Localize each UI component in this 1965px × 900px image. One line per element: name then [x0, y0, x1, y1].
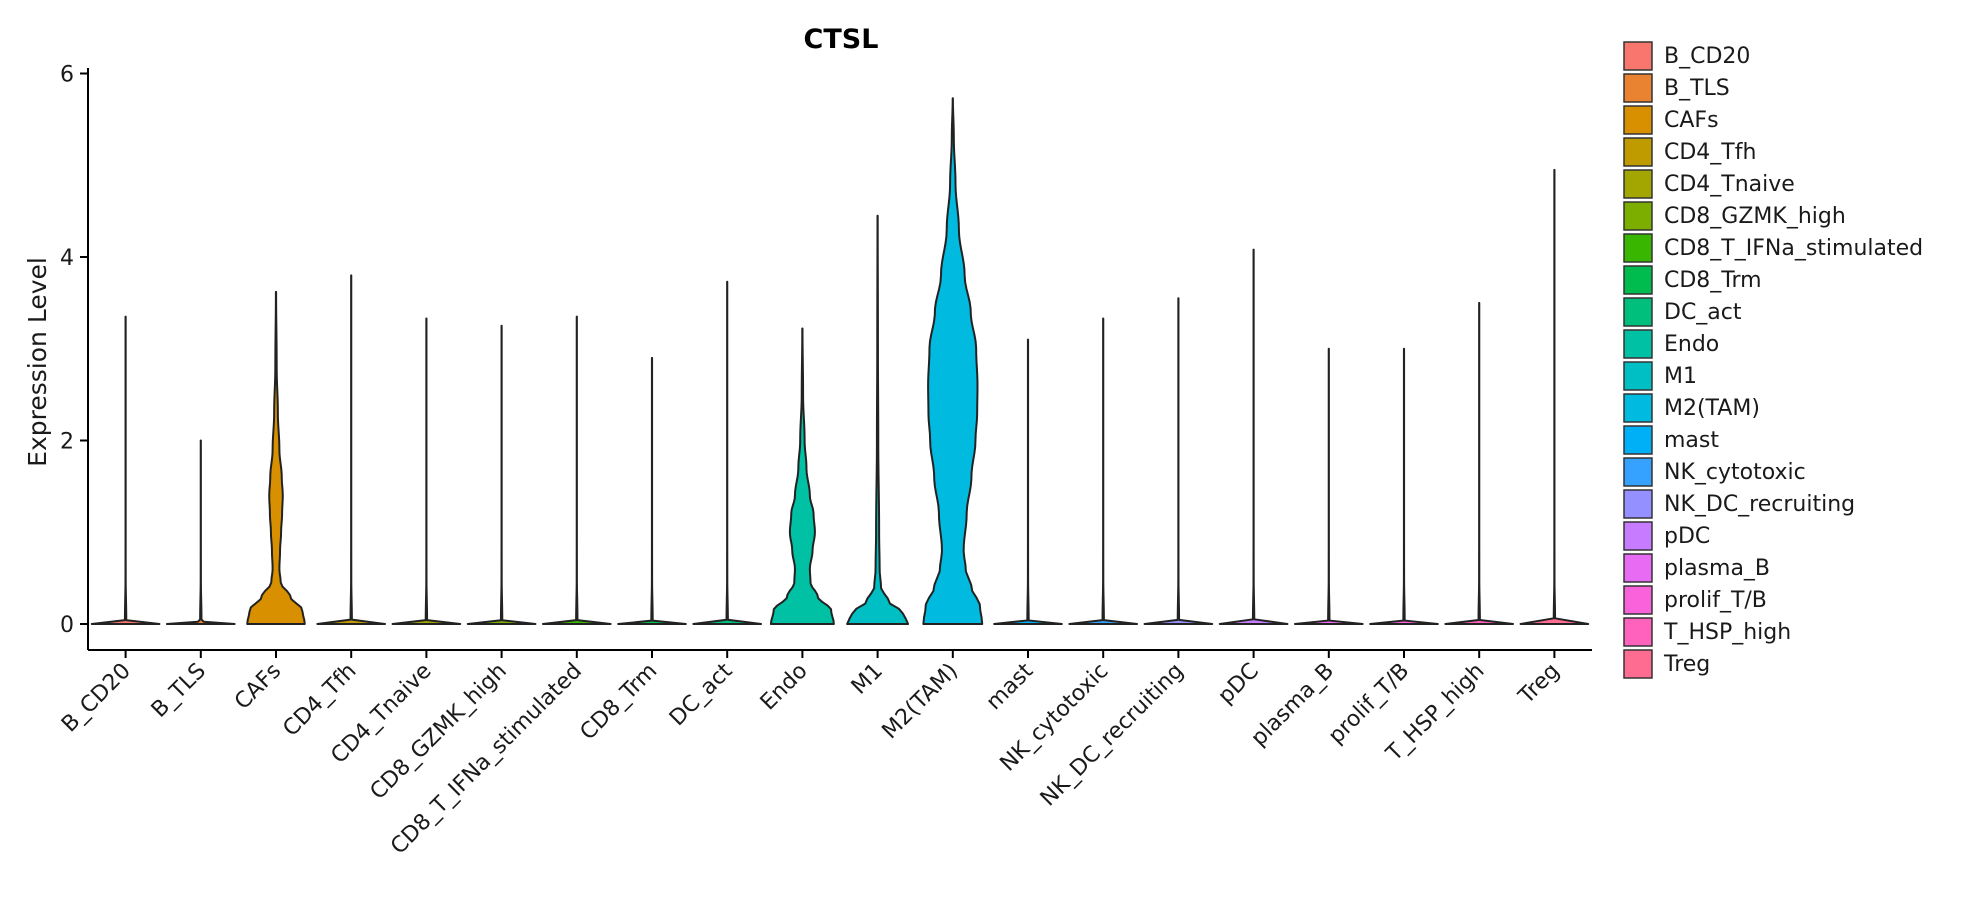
legend-key — [1623, 553, 1653, 583]
y-tick-label: 0 — [60, 613, 74, 638]
x-tick-label: Endo — [756, 659, 813, 716]
legend-label: CD8_GZMK_high — [1664, 204, 1846, 229]
violin-pDC — [1218, 248, 1289, 625]
legend-label: pDC — [1664, 524, 1710, 549]
violin-CD8_T_IFNa_stimulated — [541, 315, 612, 625]
y-tick-label: 6 — [60, 63, 74, 88]
legend-label: B_TLS — [1664, 76, 1730, 101]
legend-label: M2(TAM) — [1664, 396, 1760, 421]
violin-CD8_GZMK_high — [466, 324, 537, 625]
x-tick-label: B_TLS — [147, 659, 211, 723]
legend-key — [1623, 393, 1653, 423]
legend-key — [1623, 457, 1653, 487]
violin-CD8_Trm — [617, 356, 687, 625]
legend-label: NK_DC_recruiting — [1664, 492, 1855, 517]
x-tick-label: CD8_Trm — [576, 659, 663, 746]
legend: B_CD20 B_TLS CAFs CD4_Tfh CD4_Tnaive CD8_GZMK… — [1623, 41, 1923, 679]
legend-label: B_CD20 — [1664, 44, 1750, 69]
violin-M2(TAM) — [922, 97, 984, 625]
y-tick-label: 4 — [60, 246, 74, 271]
chart-title: CTSL — [804, 24, 879, 55]
legend-label: CD4_Tnaive — [1664, 172, 1795, 197]
x-tick-label: B_CD20 — [57, 659, 136, 738]
x-tick-label: CD8_GZMK_high — [366, 659, 512, 805]
legend-key — [1623, 649, 1653, 679]
violin-T_HSP_high — [1444, 301, 1515, 625]
violin-B_TLS — [165, 439, 236, 625]
legend-key — [1623, 233, 1653, 263]
violin-DC_act — [692, 280, 763, 625]
x-tick-label: Treg — [1514, 659, 1565, 710]
x-tick-label: NK_DC_recruiting — [1036, 659, 1189, 812]
legend-key — [1623, 521, 1653, 551]
x-tick-label: M2(TAM) — [878, 659, 963, 744]
legend-label: T_HSP_high — [1663, 620, 1791, 645]
x-tick-label: plasma_B — [1246, 659, 1339, 752]
x-tick-label: DC_act — [665, 658, 738, 731]
legend-key — [1623, 41, 1653, 71]
x-tick-label: mast — [982, 658, 1039, 715]
violin-M1 — [846, 214, 910, 625]
legend-key — [1623, 265, 1653, 295]
legend-label: DC_act — [1664, 300, 1742, 325]
legend-key — [1623, 489, 1653, 519]
legend-label: Treg — [1663, 652, 1710, 677]
violin-Treg — [1519, 168, 1590, 625]
violin-NK_DC_recruiting — [1143, 297, 1214, 625]
legend-key — [1623, 585, 1653, 615]
legend-label: mast — [1664, 428, 1719, 453]
legend-label: CD4_Tfh — [1664, 140, 1756, 165]
violin-Endo — [769, 327, 835, 625]
violin-B_CD20 — [90, 315, 161, 625]
violin-CAFs — [246, 290, 306, 625]
violin-prolif_T/B — [1369, 347, 1439, 625]
legend-key — [1623, 201, 1653, 231]
legend-key — [1623, 105, 1653, 135]
legend-key — [1623, 425, 1653, 455]
violin-NK_cytotoxic — [1068, 317, 1139, 625]
legend-key — [1623, 73, 1653, 103]
legend-key — [1623, 617, 1653, 647]
legend-key — [1623, 169, 1653, 199]
legend-label: CD8_Trm — [1664, 268, 1762, 293]
legend-label: plasma_B — [1664, 556, 1770, 581]
violin-layer — [90, 97, 1590, 625]
violin-CD4_Tnaive — [391, 317, 462, 625]
legend-label: CD8_T_IFNa_stimulated — [1664, 236, 1923, 261]
legend-key — [1623, 137, 1653, 167]
y-axis-title: Expression Level — [23, 257, 52, 467]
legend-label: prolif_T/B — [1664, 588, 1767, 613]
violin-mast — [993, 338, 1063, 625]
legend-key — [1623, 361, 1653, 391]
legend-key — [1623, 329, 1653, 359]
legend-label: Endo — [1664, 332, 1719, 357]
violin-CD4_Tfh — [316, 274, 387, 625]
legend-key — [1623, 297, 1653, 327]
legend-label: NK_cytotoxic — [1664, 460, 1806, 485]
legend-label: CAFs — [1664, 108, 1719, 133]
x-tick-label: CAFs — [230, 659, 286, 715]
y-tick-label: 2 — [60, 430, 74, 455]
x-tick-label: M1 — [847, 659, 888, 700]
legend-label: M1 — [1664, 364, 1697, 389]
violin-plasma_B — [1293, 347, 1364, 625]
x-tick-label: pDC — [1213, 659, 1263, 709]
